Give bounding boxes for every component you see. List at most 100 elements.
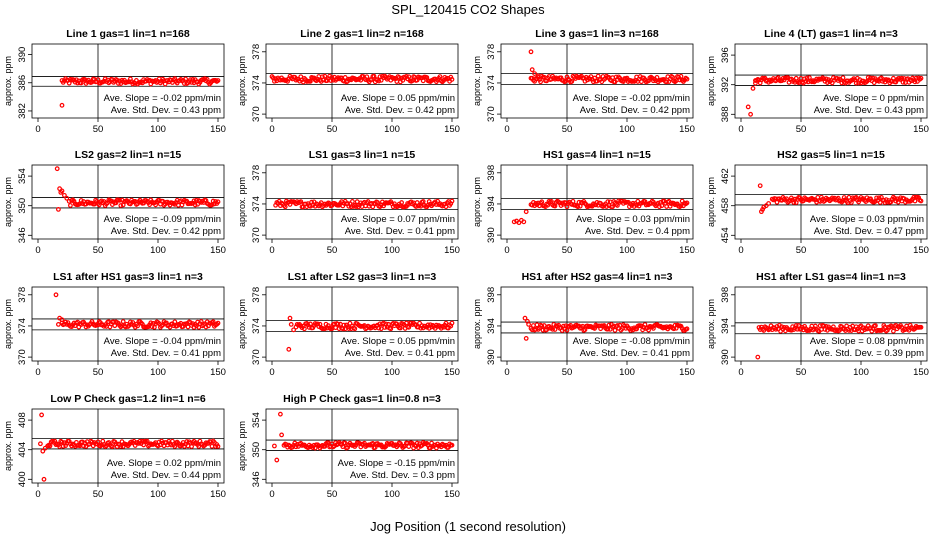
data-point [612,79,618,85]
data-point [210,319,216,325]
data-point [365,199,371,204]
slope-annotation: Ave. Slope = 0.05 ppm/min [341,336,455,347]
data-point [53,292,59,298]
subplot-title: Line 1 gas=1 lin=1 n=168 [66,28,190,40]
x-tick-label: 50 [93,367,104,378]
data-point [38,441,43,447]
data-point [605,199,611,205]
subplot-2: Line 2 gas=1 lin=2 n=168 0 50 100 150 370 374 3… [237,28,460,135]
data-point [376,325,382,331]
x-tick-label: 50 [327,489,338,500]
data-point [215,199,221,205]
plot-frame [734,164,928,240]
slope-annotation: Ave. Slope = 0.07 ppm/min [341,214,455,225]
subplot-11: HS1 after HS2 gas=4 lin=1 n=3 0 50 100 150 39… [472,271,695,378]
slope-annotation: Ave. Slope = 0 ppm/min [823,93,924,104]
y-tick-label: 374 [251,196,262,212]
subplot-8: HS2 gas=5 lin=1 n=15 0 50 100 150 454 458 462 ap… [706,149,929,256]
x-tick-label: 0 [738,124,743,135]
data-point [41,476,47,482]
data-point [59,188,65,194]
subplot-title: HS1 after HS2 gas=4 lin=1 n=3 [522,271,673,283]
x-tick-label: 150 [679,367,695,378]
data-point [642,322,648,327]
data-point [272,443,277,449]
x-tick-label: 0 [35,367,40,378]
x-tick-label: 100 [384,367,400,378]
data-point [604,204,609,209]
x-tick-label: 150 [679,124,695,135]
data-point [912,198,918,204]
x-tick-label: 150 [913,124,929,135]
plot-frame [734,43,928,119]
data-point [564,327,570,333]
x-tick-label: 0 [269,245,274,256]
x-tick-label: 0 [269,124,274,135]
subplot-title: High P Check gas=1 lin=0.8 n=3 [283,393,441,405]
x-tick-label: 100 [150,367,166,378]
y-axis-label: approx. ppm [706,56,716,106]
data-points [511,198,690,226]
x-tick-label: 150 [210,245,226,256]
slope-annotation: Ave. Slope = -0.02 ppm/min [573,93,690,104]
data-point [388,326,394,332]
data-point [109,444,115,450]
data-point [282,204,288,210]
x-tick-label: 150 [444,124,460,135]
data-point [684,326,690,332]
subplot-title: HS2 gas=5 lin=1 n=15 [777,149,885,161]
y-tick-label: 370 [17,349,28,365]
y-axis-label: approx. ppm [706,299,716,349]
plot-frame [31,164,225,240]
data-point [347,320,353,326]
data-point [172,319,178,325]
std-annotation: Ave. Std. Dev. = 0.39 ppm [814,348,924,359]
data-point [526,321,531,327]
std-annotation: Ave. Std. Dev. = 0.41 ppm [345,348,455,359]
plot-frame [265,408,459,484]
x-tick-label: 50 [562,124,573,135]
subplot-6: LS1 gas=3 lin=1 n=15 0 50 100 150 370 374 378 ap… [237,149,460,256]
data-points [757,183,924,215]
y-axis-label: approx. ppm [237,177,247,227]
y-axis-label: approx. ppm [472,56,482,106]
x-tick-label: 50 [327,124,338,135]
y-tick-label: 454 [720,227,731,243]
y-tick-label: 386 [17,75,28,91]
subplot-4: Line 4 (LT) gas=1 lin=4 n=3 0 50 100 150 388 3… [706,28,929,135]
slope-annotation: Ave. Slope = 0.08 ppm/min [810,336,924,347]
data-point [298,199,304,204]
data-point [189,444,195,449]
y-tick-label: 462 [720,168,731,184]
std-annotation: Ave. Std. Dev. = 0.44 ppm [111,470,221,481]
data-point [335,321,341,327]
data-point [215,78,221,83]
subplot-title: LS2 gas=2 lin=1 n=15 [75,149,182,161]
data-point [523,209,529,215]
y-tick-label: 404 [17,442,28,458]
data-point [279,432,285,438]
data-point [876,195,882,201]
subplot-title: LS1 gas=3 lin=1 n=15 [309,149,416,161]
y-tick-label: 396 [720,47,731,63]
data-points [273,198,455,210]
data-point [67,203,73,208]
y-tick-label: 350 [17,198,28,214]
data-point [39,412,44,418]
data-point [666,198,672,204]
x-tick-label: 50 [562,367,573,378]
subplot-9: LS1 after HS1 gas=3 lin=1 n=3 0 50 100 150 37… [3,271,226,378]
plot-frame [31,286,225,362]
y-axis-label: approx. ppm [237,299,247,349]
x-tick-label: 0 [738,367,743,378]
x-tick-label: 100 [384,489,400,500]
data-point [570,198,576,204]
data-point [523,336,529,341]
data-points [755,322,924,360]
slope-annotation: Ave. Slope = -0.15 ppm/min [338,458,455,469]
data-point [291,327,297,333]
plot-frame [31,43,225,119]
plot-frame [734,286,928,362]
data-point [849,200,854,205]
data-point [891,328,896,334]
